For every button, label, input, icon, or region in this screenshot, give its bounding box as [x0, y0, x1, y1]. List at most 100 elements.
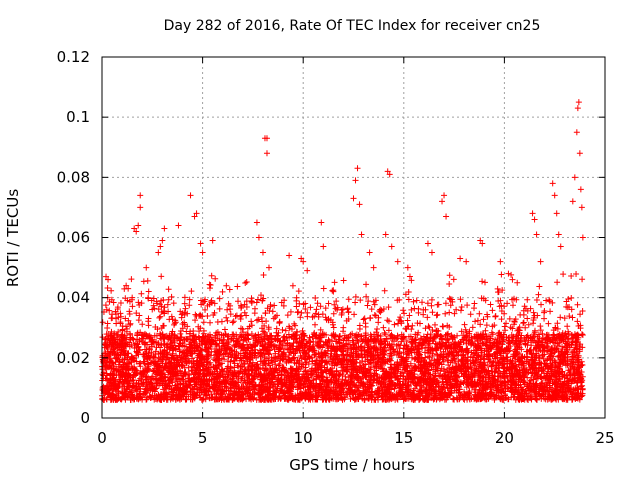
- data-point: [568, 272, 575, 279]
- data-point: [431, 321, 438, 328]
- data-point: [329, 287, 336, 294]
- data-point: [314, 300, 321, 307]
- data-point: [181, 300, 188, 307]
- data-point: [574, 318, 581, 325]
- data-point: [408, 306, 415, 313]
- data-point: [238, 305, 245, 312]
- data-point: [287, 308, 294, 315]
- data-point: [253, 299, 260, 306]
- data-point: [520, 319, 527, 326]
- data-point: [255, 316, 262, 323]
- data-point: [408, 277, 415, 284]
- data-point: [406, 273, 413, 280]
- data-point: [474, 317, 481, 324]
- data-point: [188, 288, 195, 295]
- data-point: [476, 310, 483, 317]
- data-point: [248, 295, 255, 302]
- data-point: [327, 348, 334, 355]
- data-point: [165, 286, 172, 293]
- data-point: [293, 297, 300, 304]
- data-point: [573, 271, 580, 278]
- data-point: [117, 299, 124, 306]
- data-point: [352, 299, 359, 306]
- chart-title: Day 282 of 2016, Rate Of TEC Index for r…: [164, 18, 541, 34]
- data-point: [509, 302, 516, 309]
- data-point: [331, 301, 338, 308]
- data-point: [158, 273, 165, 280]
- data-point: [254, 296, 261, 303]
- data-point: [216, 295, 223, 302]
- data-point: [537, 323, 544, 330]
- data-point: [424, 314, 431, 321]
- data-point: [472, 318, 479, 325]
- data-point: [345, 296, 352, 303]
- data-point: [375, 319, 382, 326]
- data-point: [296, 300, 303, 307]
- data-point: [243, 279, 250, 286]
- data-point: [340, 277, 347, 284]
- data-point: [352, 293, 359, 300]
- data-point: [328, 350, 335, 357]
- data-point: [216, 305, 223, 312]
- data-point: [417, 335, 424, 342]
- data-point: [498, 316, 505, 323]
- data-point: [145, 294, 152, 301]
- data-point: [569, 314, 576, 321]
- data-point: [530, 320, 537, 327]
- data-point: [219, 288, 226, 295]
- data-point: [440, 323, 447, 330]
- data-point: [367, 314, 374, 321]
- data-point: [214, 319, 221, 326]
- data-point: [450, 395, 457, 402]
- data-point: [489, 307, 496, 314]
- data-point: [461, 321, 468, 328]
- data-point: [405, 296, 412, 303]
- data-point: [251, 305, 258, 312]
- data-point: [508, 271, 515, 278]
- data-point: [295, 308, 302, 315]
- data-point: [458, 304, 465, 311]
- data-point: [102, 302, 109, 309]
- data-point: [170, 300, 177, 307]
- data-point: [241, 309, 248, 316]
- data-point: [380, 324, 387, 331]
- data-point: [145, 288, 152, 295]
- data-point: [442, 300, 449, 307]
- data-point: [514, 279, 521, 286]
- data-point: [574, 301, 581, 308]
- data-point: [363, 281, 370, 288]
- data-point: [140, 278, 147, 285]
- data-point: [539, 330, 546, 337]
- data-point: [331, 279, 338, 286]
- data-point: [442, 310, 449, 317]
- data-points: [99, 99, 586, 403]
- data-point: [330, 310, 337, 317]
- data-point: [165, 296, 172, 303]
- data-point: [304, 313, 311, 320]
- data-point: [450, 276, 457, 283]
- data-point: [157, 313, 164, 320]
- data-point: [351, 311, 358, 318]
- data-point: [361, 315, 368, 322]
- data-point: [137, 360, 144, 367]
- data-point: [138, 290, 145, 297]
- data-point: [469, 324, 476, 331]
- data-point: [524, 296, 531, 303]
- data-point: [225, 353, 232, 360]
- data-point: [433, 312, 440, 319]
- data-point: [271, 302, 278, 309]
- data-point: [145, 322, 152, 329]
- data-point: [483, 322, 490, 329]
- data-point: [579, 307, 586, 314]
- data-point: [293, 303, 300, 310]
- data-point: [543, 297, 550, 304]
- data-point: [393, 351, 400, 358]
- data-point: [229, 319, 236, 326]
- data-point: [298, 309, 305, 316]
- data-point: [117, 313, 124, 320]
- data-point: [208, 272, 215, 279]
- data-point: [109, 315, 116, 322]
- data-point: [224, 306, 231, 313]
- data-point: [279, 326, 286, 333]
